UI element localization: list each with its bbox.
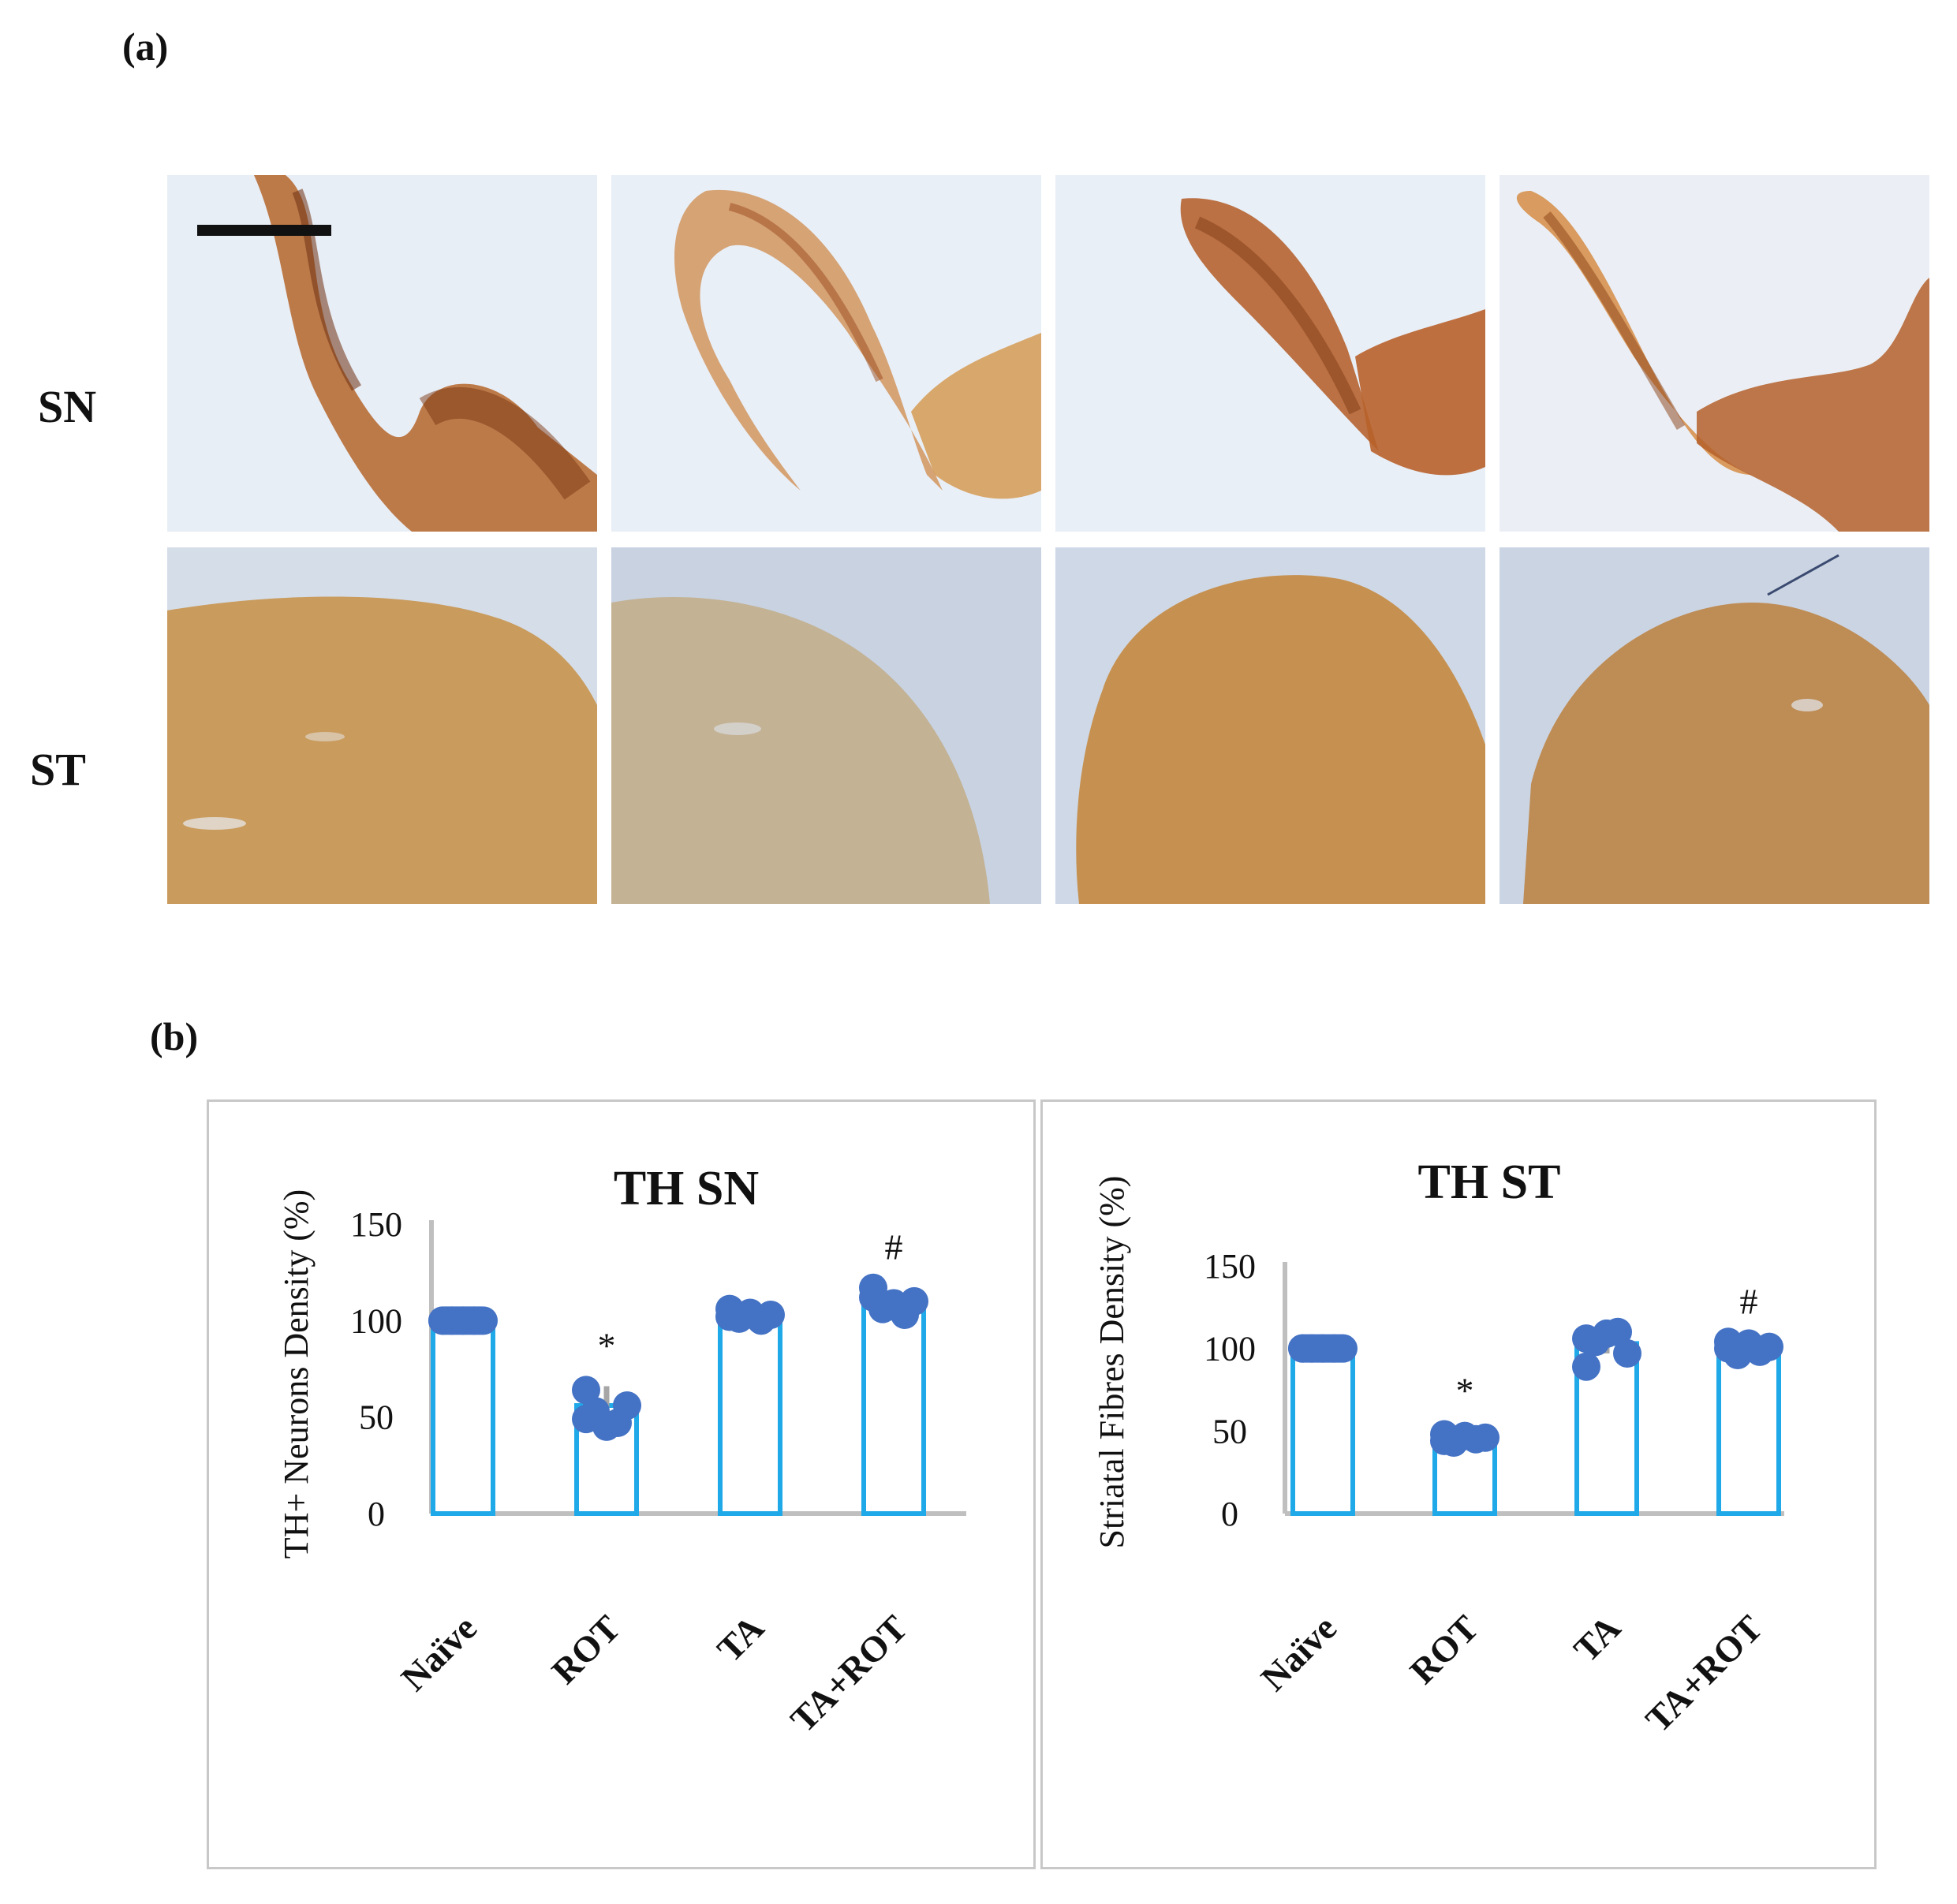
x-tick-label: TA+ROT [1638, 1607, 1770, 1740]
panel-b-label: (b) [150, 1014, 199, 1058]
data-point [1572, 1324, 1600, 1353]
data-point-cluster [430, 1306, 496, 1335]
x-tick-label: ROT [1402, 1607, 1487, 1692]
micrograph-st-rot [611, 547, 1041, 904]
bar-ta-rot [861, 1302, 926, 1516]
chart-frame-th-sn: TH SN TH+ Neurons Density (%) 0 50 100 150 Naï… [207, 1099, 1036, 1869]
data-point-cluster [1290, 1334, 1356, 1363]
data-point [715, 1302, 744, 1331]
x-tick-label: TA [709, 1607, 771, 1670]
y-axis-label: TH+ Neurons Density (%) [277, 1189, 316, 1559]
data-point [1714, 1334, 1742, 1363]
significance-marker: # [885, 1227, 903, 1267]
x-tick-label: TA [1566, 1607, 1628, 1670]
data-point [859, 1282, 887, 1312]
significance-marker: * [598, 1326, 616, 1366]
x-tick-label: Naïve [1253, 1607, 1345, 1699]
bar-ta [718, 1314, 782, 1516]
chart-title: TH SN [614, 1162, 759, 1215]
micrograph-st-naive [167, 547, 597, 904]
data-point [1572, 1352, 1600, 1381]
micrograph-sn-naive [167, 175, 597, 532]
y-tick-label: 100 [1204, 1330, 1256, 1368]
chart-th-sn: TH SN TH+ Neurons Density (%) 0 50 100 150 Naï… [277, 1162, 966, 1740]
significance-marker: * [1456, 1370, 1474, 1410]
y-tick-label: 0 [368, 1495, 385, 1533]
y-axis-label: Striatal Fibres Density (%) [1092, 1176, 1131, 1549]
x-tick-label: ROT [544, 1607, 629, 1692]
x-tick-label: Naïve [394, 1607, 485, 1699]
micrograph-sn-ta-rot [1499, 175, 1929, 532]
significance-marker: # [1740, 1281, 1758, 1321]
data-point [1613, 1338, 1641, 1368]
chart-frame-th-st: TH ST Striatal Fibres Density (%) 0 50 100 15… [1040, 1099, 1877, 1869]
chart-title: TH ST [1418, 1155, 1561, 1209]
y-tick-label: 50 [359, 1398, 394, 1437]
row-label-st: ST [30, 744, 86, 795]
chart-th-st: TH ST Striatal Fibres Density (%) 0 50 100 15… [1092, 1155, 1784, 1740]
x-tick-label: TA+ROT [782, 1607, 915, 1740]
y-tick-label: 100 [350, 1301, 402, 1340]
row-label-sn: SN [38, 381, 97, 432]
data-point [1430, 1426, 1458, 1455]
micrograph-sn-rot [611, 175, 1041, 532]
y-tick-label: 50 [1212, 1412, 1247, 1450]
bar-ta-rot [1716, 1346, 1781, 1516]
data-point [572, 1376, 600, 1405]
bar-na-ve [1290, 1346, 1355, 1516]
micrograph-sn-ta [1055, 175, 1485, 532]
micrograph-st-ta-rot [1499, 547, 1929, 904]
bar-na-ve [431, 1318, 495, 1517]
data-point [572, 1405, 600, 1434]
y-tick-label: 0 [1221, 1495, 1238, 1533]
panel-a-label: (a) [122, 24, 169, 69]
y-tick-label: 150 [350, 1205, 402, 1244]
micrograph-st-ta [1055, 547, 1485, 904]
y-tick-label: 150 [1204, 1247, 1256, 1286]
